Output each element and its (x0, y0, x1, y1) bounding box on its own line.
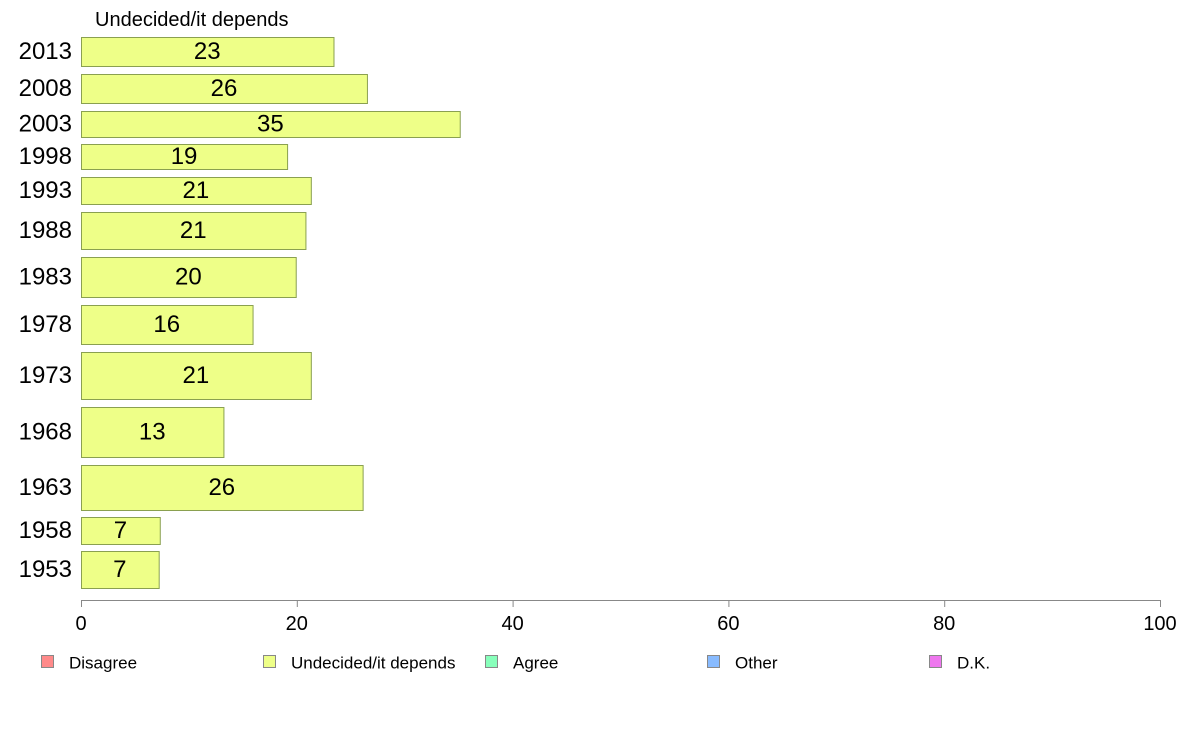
data-label-2003: 35 (257, 111, 284, 138)
data-label-1973: 21 (183, 362, 210, 389)
bar-1963 (81, 465, 364, 511)
data-label-1953: 7 (113, 556, 126, 583)
data-label-1983: 20 (175, 264, 202, 291)
x-tick-label-60: 60 (717, 613, 739, 635)
legend-label-other: Other (735, 654, 778, 673)
bar-1973 (81, 352, 312, 400)
y-tick-label-1963: 1963 (19, 474, 72, 501)
data-label-1988: 21 (180, 217, 207, 244)
bar-1998 (81, 144, 289, 170)
legend-swatch-d-k (929, 655, 942, 668)
bar-1988 (81, 212, 307, 250)
data-label-1958: 7 (114, 517, 127, 544)
legend-swatch-disagree (41, 655, 54, 668)
bar-1953 (81, 551, 160, 589)
x-tick-label-20: 20 (286, 613, 308, 635)
bar-1993 (81, 177, 312, 205)
y-tick-label-2008: 2008 (19, 75, 72, 102)
legend: Disagree Undecided/it depends Agree Other D.… (41, 654, 990, 673)
y-tick-label-1978: 1978 (19, 311, 72, 338)
data-label-1978: 16 (153, 311, 180, 338)
chart-title: Undecided/it depends (95, 9, 288, 31)
bar-2008 (81, 74, 368, 104)
y-tick-label-1968: 1968 (19, 419, 72, 446)
legend-label-d-k: D.K. (957, 654, 990, 673)
legend-swatch-agree (485, 655, 498, 668)
data-label-2008: 26 (211, 75, 238, 102)
bar-2003 (81, 111, 461, 138)
data-label-1963: 26 (208, 474, 235, 501)
legend-label-disagree: Disagree (69, 654, 137, 673)
bar-2013 (81, 37, 335, 67)
data-label-1968: 13 (139, 419, 166, 446)
x-tick-label-40: 40 (501, 613, 523, 635)
y-tick-label-1973: 1973 (19, 362, 72, 389)
legend-label-undecided-it-depends: Undecided/it depends (291, 654, 455, 673)
legend-swatch-other (707, 655, 720, 668)
bar-1978 (81, 305, 254, 345)
y-tick-label-1953: 1953 (19, 556, 72, 583)
y-tick-label-2003: 2003 (19, 111, 72, 138)
y-tick-label-1958: 1958 (19, 517, 72, 544)
y-tick-label-1983: 1983 (19, 264, 72, 291)
y-tick-label-1998: 1998 (19, 143, 72, 170)
bar-1958 (81, 517, 161, 545)
data-label-2013: 23 (194, 38, 221, 65)
data-label-1993: 21 (183, 177, 210, 204)
x-tick-label-80: 80 (933, 613, 955, 635)
y-tick-label-1988: 1988 (19, 217, 72, 244)
x-tick-label-100: 100 (1143, 613, 1176, 635)
bar-1968 (81, 407, 225, 458)
x-tick-label-0: 0 (75, 613, 86, 635)
data-label-1998: 19 (171, 143, 198, 170)
x-axis: 0 20 40 60 80 100 (75, 600, 1177, 635)
bar-1983 (81, 257, 297, 298)
legend-swatch-undecided-it-depends (263, 655, 276, 668)
legend-label-agree: Agree (513, 654, 558, 673)
y-tick-label-1993: 1993 (19, 177, 72, 204)
y-tick-label-2013: 2013 (19, 38, 72, 65)
